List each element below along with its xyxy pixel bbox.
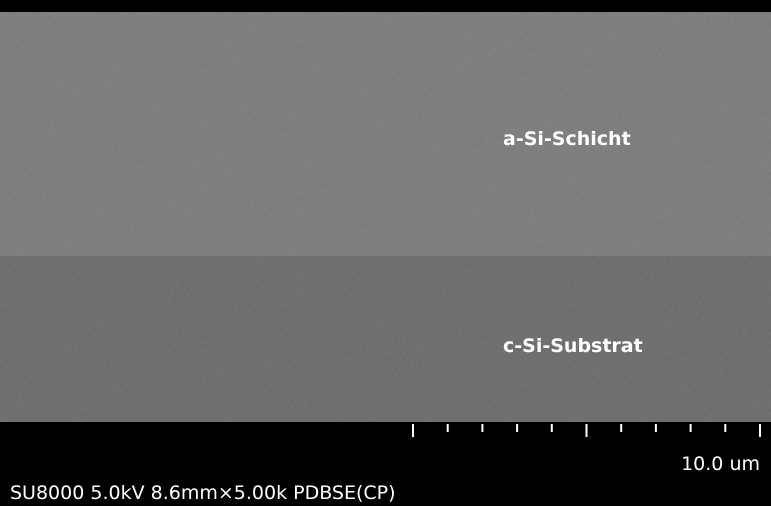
scale-label: 10.0 um [681, 453, 760, 475]
image-noise [0, 12, 771, 422]
layer-label: a-Si-Schicht [503, 128, 631, 150]
layer-label: c-Si-Substrat [503, 335, 643, 357]
info-line: SU8000 5.0kV 8.6mm×5.00k PDBSE(CP) [10, 482, 396, 504]
sem-image: a-Si-Schicht c-Si-Substrat 10.0 um SU800… [0, 0, 771, 506]
